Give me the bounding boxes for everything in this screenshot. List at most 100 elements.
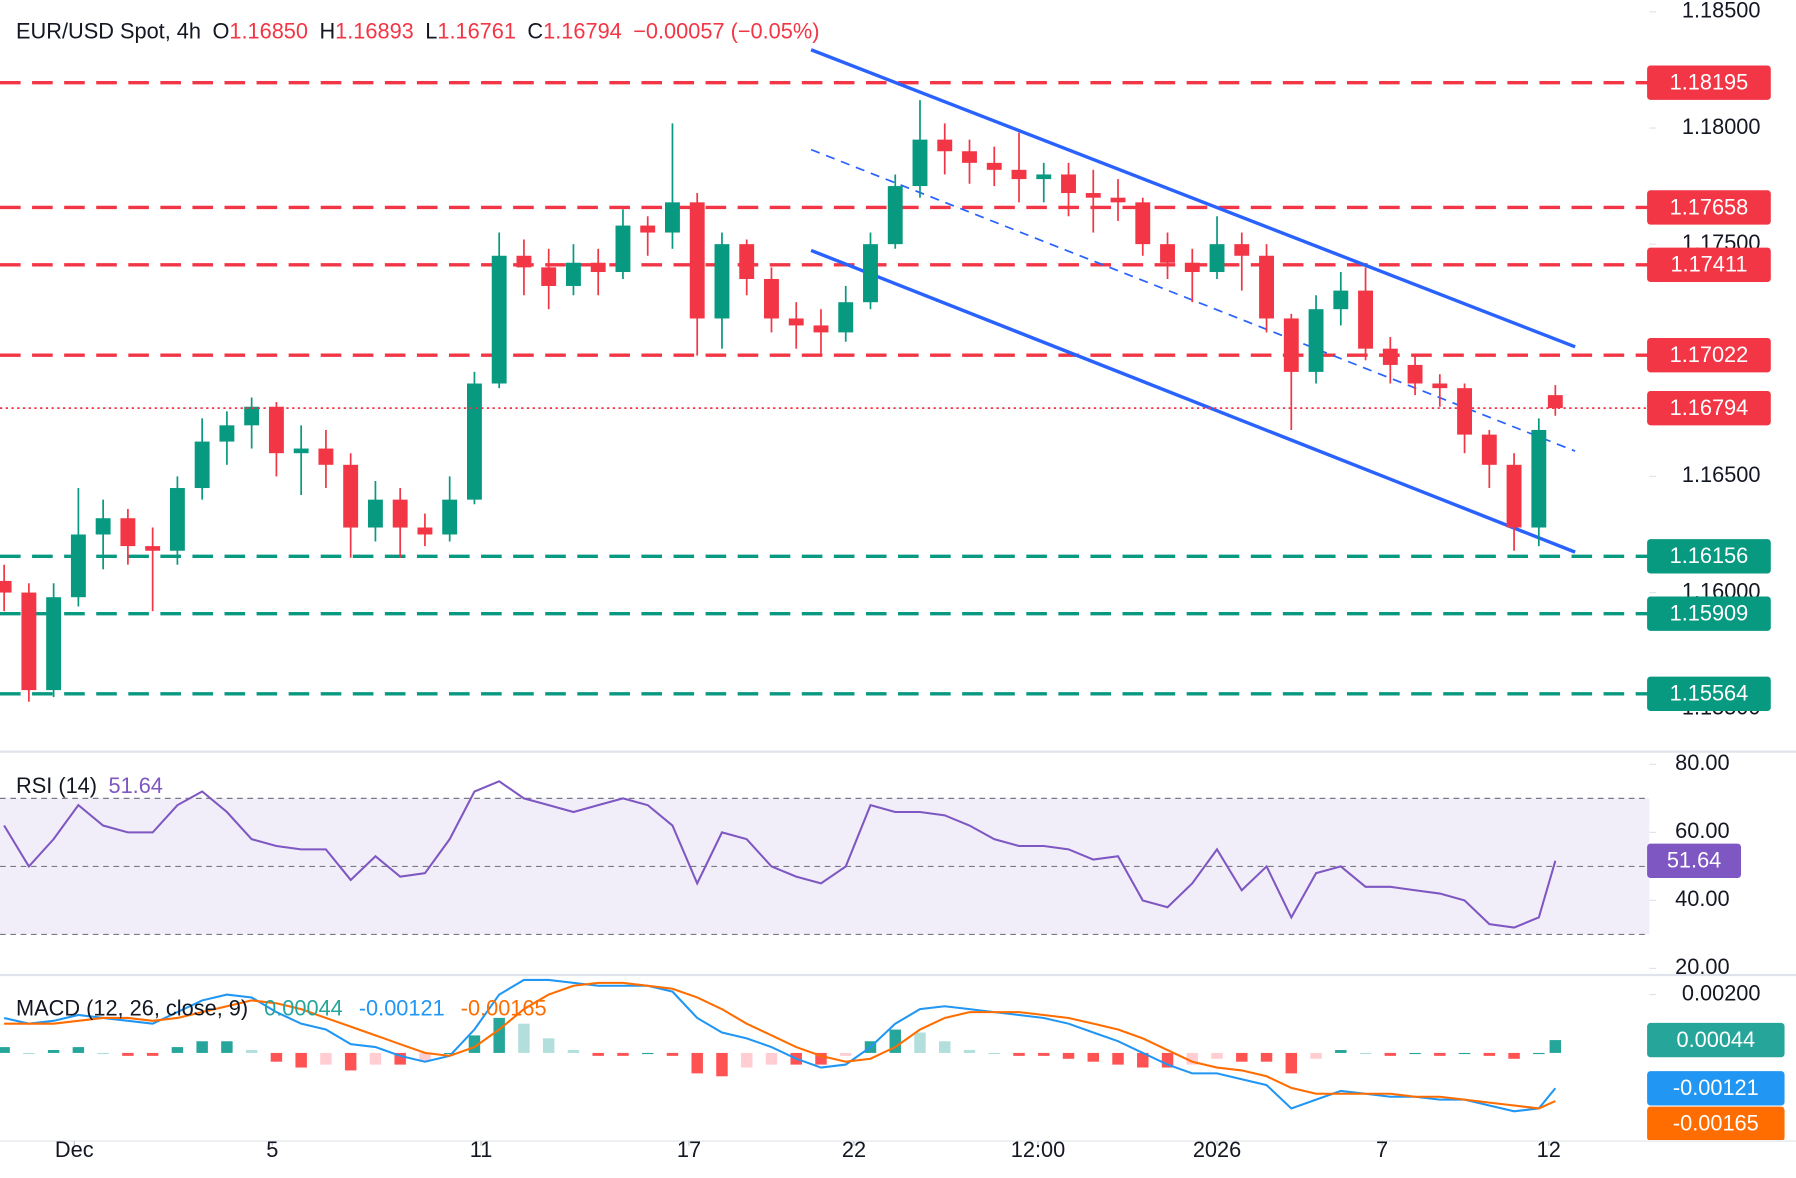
- macd-histogram-bar: [1013, 1052, 1025, 1056]
- macd-value-box: [1647, 1106, 1785, 1140]
- trend-line: [810, 248, 1576, 554]
- macd-histogram-bar: [1549, 1040, 1562, 1053]
- macd-histogram-bar: [1359, 1052, 1372, 1055]
- candle-body: [120, 518, 136, 547]
- candle-body: [1061, 174, 1076, 194]
- candle-body: [1308, 309, 1324, 372]
- macd-histogram-bar: [171, 1047, 184, 1053]
- macd-legend: MACD (12, 26, close, 9) 0.00044 -0.00121 -0…: [16, 995, 547, 1020]
- macd-legend-value: -0.00165: [461, 995, 547, 1020]
- candle-body: [937, 139, 953, 152]
- x-tick-label: 12:00: [1011, 1137, 1065, 1162]
- ohlc-value: 1.16794: [543, 18, 622, 43]
- candle-body: [887, 186, 903, 245]
- trend-line: [810, 148, 1576, 452]
- macd-histogram-bar: [815, 1052, 827, 1065]
- price-legend: EUR/USD Spot, 4h O1.16850 H1.16893 L1.16761…: [16, 18, 819, 43]
- macd-histogram-bar: [988, 1052, 1000, 1055]
- macd-histogram-bar: [542, 1038, 555, 1053]
- candle-body: [417, 527, 433, 535]
- macd-histogram-bar: [270, 1052, 283, 1062]
- candle-body: [1432, 383, 1448, 389]
- macd-value-label: -0.00165: [1673, 1111, 1759, 1136]
- candle-body: [739, 244, 755, 279]
- ohlc-letter: L: [425, 18, 437, 43]
- macd-histogram-bar: [196, 1041, 208, 1053]
- candle-body: [516, 255, 532, 268]
- candle-body: [244, 406, 260, 426]
- macd-histogram-bar: [666, 1052, 679, 1056]
- macd-histogram-bar: [740, 1052, 753, 1068]
- macd-histogram-bar: [344, 1052, 357, 1071]
- candle-body: [293, 448, 309, 454]
- candle-body: [219, 425, 235, 442]
- level-label-box: [1647, 596, 1771, 631]
- macd-histogram-bar: [1186, 1052, 1199, 1065]
- candle-body: [764, 278, 779, 319]
- macd-histogram-bar: [1112, 1052, 1124, 1065]
- candle-body: [1506, 464, 1522, 528]
- candle-body: [986, 162, 1002, 170]
- candle-body: [491, 255, 507, 384]
- candle-body: [442, 499, 458, 535]
- x-tick-label: 2026: [1193, 1137, 1241, 1162]
- candle-body: [1209, 244, 1225, 273]
- candle-body: [838, 302, 854, 333]
- macd-histogram-bar: [592, 1052, 604, 1056]
- macd-legend-value: 0.00044: [264, 995, 343, 1020]
- level-label: 1.18195: [1670, 70, 1749, 95]
- macd-axis-labels: 0.00044 -0.00121 -0.00165: [1647, 1022, 1785, 1140]
- x-tick-label: 12: [1537, 1137, 1561, 1162]
- macd-histogram-bar: [295, 1052, 307, 1068]
- macd-histogram-bar: [47, 1050, 60, 1053]
- x-tick-label: 11: [470, 1137, 493, 1162]
- candle-body: [1160, 244, 1175, 263]
- macd-histogram-bar: [0, 1047, 10, 1053]
- rsi-pane: [0, 780, 1650, 935]
- candle-body: [1110, 197, 1126, 203]
- ohlc-letter: H: [319, 18, 335, 43]
- macd-histogram-bar: [1434, 1052, 1446, 1056]
- macd-histogram-bar: [72, 1047, 85, 1053]
- macd-histogram-bar: [641, 1052, 654, 1055]
- macd-histogram-bar: [1062, 1052, 1075, 1059]
- rsi-value-box: [1647, 843, 1742, 878]
- x-tick-label: Dec: [55, 1137, 94, 1162]
- ohlc-letter: O: [212, 18, 229, 43]
- candle-body: [1382, 348, 1398, 365]
- macd-histogram-bar: [518, 1023, 530, 1053]
- candle-body: [912, 139, 928, 187]
- change: −0.00057 (−0.05%): [633, 18, 819, 43]
- candle-body: [962, 151, 977, 163]
- macd-legend-value: -0.00121: [359, 995, 445, 1020]
- level-label-box: [1647, 65, 1771, 100]
- macd-value-label: 0.00044: [1677, 1027, 1756, 1052]
- macd-histogram-bar: [1533, 1052, 1545, 1055]
- macd-histogram-bar: [889, 1029, 901, 1053]
- candle-body: [1481, 434, 1497, 465]
- price-pane: [0, 48, 1650, 702]
- macd-value-box: [1647, 1022, 1785, 1058]
- macd-histogram-bar: [691, 1052, 703, 1074]
- candle-body: [714, 244, 730, 319]
- level-label-box: [1647, 190, 1771, 225]
- rsi-line: [3, 780, 1557, 929]
- macd-histogram-bar: [23, 1052, 35, 1055]
- last-price-label: 1.16794: [1670, 395, 1749, 420]
- macd-histogram-bar: [369, 1052, 382, 1065]
- macd-histogram-bar: [221, 1041, 233, 1053]
- macd-title: MACD (12, 26, close, 9): [16, 995, 248, 1020]
- macd-histogram-bar: [1236, 1052, 1248, 1062]
- level-label: 1.15564: [1670, 681, 1749, 706]
- level-label-box: [1647, 247, 1771, 283]
- macd-histogram-bar: [320, 1052, 332, 1065]
- x-tick-label: 17: [677, 1137, 701, 1162]
- rsi-title: RSI (14): [16, 773, 97, 798]
- macd-histogram-bar: [1211, 1052, 1223, 1059]
- macd-histogram-bar: [1285, 1052, 1298, 1074]
- macd-histogram-bar: [1384, 1052, 1397, 1056]
- level-label: 1.17411: [1670, 252, 1747, 277]
- rsi-legend: RSI (14) 51.64: [16, 773, 163, 798]
- macd-histogram-bar: [245, 1050, 258, 1053]
